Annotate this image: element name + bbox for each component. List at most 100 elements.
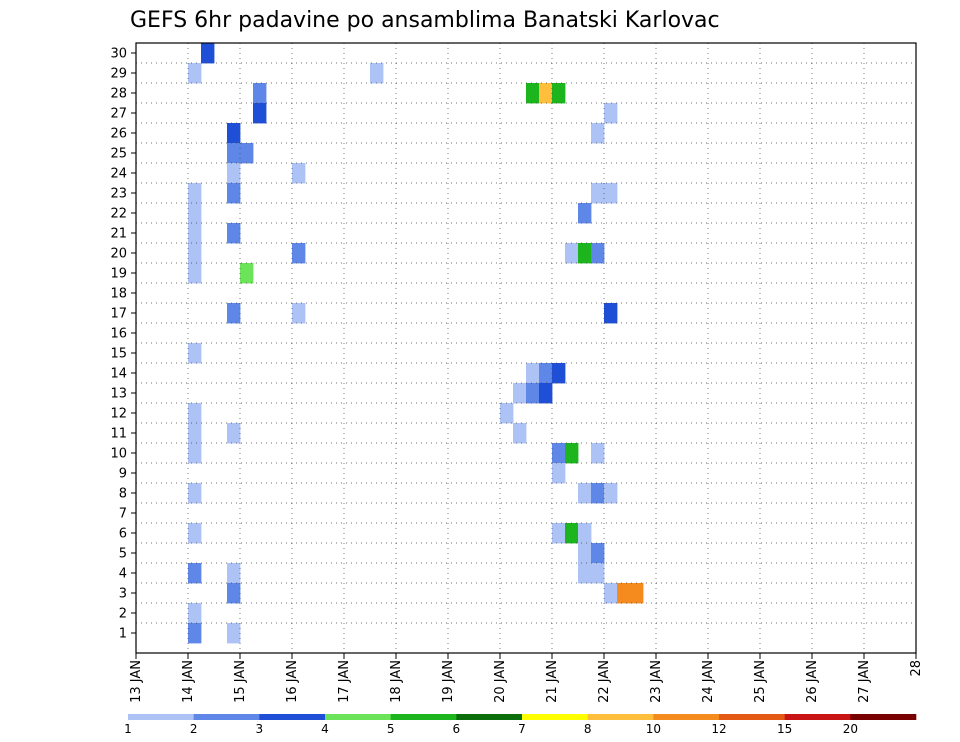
y-tick-label: 18 xyxy=(110,287,127,302)
x-axis: 13 JAN 14 JAN 15 JAN 16 JAN 17 JAN 18 JAN 19 J… xyxy=(129,653,924,703)
heatmap-cell xyxy=(227,563,241,584)
heatmap-cell xyxy=(513,383,527,404)
y-tick-label: 8 xyxy=(119,487,127,502)
heatmap-cell xyxy=(188,63,202,84)
heatmap-cell xyxy=(227,623,241,644)
heatmap-cell xyxy=(188,183,202,204)
legend-swatch xyxy=(456,714,523,720)
legend-label: 3 xyxy=(256,722,264,736)
heatmap-cell xyxy=(578,243,592,264)
x-tick-label: 18 JAN xyxy=(389,660,404,703)
y-tick-label: 29 xyxy=(110,67,127,82)
x-tick-label: 28 xyxy=(909,660,924,677)
heatmap-cell xyxy=(188,483,202,504)
legend-swatch xyxy=(784,714,851,720)
heatmap-cell xyxy=(513,423,527,444)
heatmap-cell xyxy=(188,563,202,584)
heatmap-cell xyxy=(604,183,618,204)
heatmap-cell xyxy=(552,83,566,104)
heatmap-cell xyxy=(370,63,384,84)
heatmap-cell xyxy=(526,83,540,104)
heatmap-cell xyxy=(552,363,566,384)
heatmap-cell xyxy=(591,183,605,204)
heatmap-cell xyxy=(591,243,605,264)
legend-swatch xyxy=(587,714,654,720)
legend-label: 8 xyxy=(584,722,592,736)
x-tick-label: 14 JAN xyxy=(181,660,196,703)
heatmap-cell xyxy=(227,123,241,144)
legend-label: 7 xyxy=(518,722,526,736)
heatmap-cell xyxy=(188,623,202,644)
y-tick-label: 28 xyxy=(110,87,127,102)
heatmap-cell xyxy=(500,403,514,424)
legend-swatch xyxy=(390,714,457,720)
heatmap-cell xyxy=(604,303,618,324)
y-tick-label: 24 xyxy=(110,167,127,182)
legend-label: 1 xyxy=(124,722,132,736)
legend-swatch xyxy=(193,714,260,720)
heatmap-cell xyxy=(591,543,605,564)
heatmap-cell xyxy=(227,423,241,444)
legend-swatch xyxy=(653,714,720,720)
y-tick-label: 15 xyxy=(110,347,127,362)
heatmap-cell xyxy=(604,483,618,504)
heatmap-cell xyxy=(578,523,592,544)
y-tick-label: 2 xyxy=(119,607,127,622)
y-tick-label: 12 xyxy=(110,407,127,422)
heatmap-cell xyxy=(630,583,644,604)
x-tick-label: 17 JAN xyxy=(337,660,352,703)
heatmap-cell xyxy=(552,443,566,464)
heatmap-cell xyxy=(591,483,605,504)
y-tick-label: 11 xyxy=(110,427,127,442)
legend-label: 6 xyxy=(453,722,461,736)
legend-label: 5 xyxy=(387,722,395,736)
x-tick-label: 16 JAN xyxy=(285,660,300,703)
heatmap-cell xyxy=(565,523,579,544)
heatmap-cell xyxy=(188,403,202,424)
color-legend: 1 2 3 4 5 6 7 8 10 12 15 20 xyxy=(124,714,917,736)
heatmap-cell xyxy=(240,263,254,284)
legend-swatch xyxy=(259,714,326,720)
legend-label: 10 xyxy=(646,722,661,736)
legend-swatch xyxy=(128,714,194,720)
heatmap-cells xyxy=(188,43,644,644)
y-tick-label: 30 xyxy=(110,47,127,62)
heatmap-cell xyxy=(227,143,241,164)
y-tick-label: 21 xyxy=(110,227,127,242)
heatmap-cell xyxy=(188,203,202,224)
y-tick-label: 27 xyxy=(110,107,127,122)
heatmap-cell xyxy=(591,123,605,144)
heatmap-cell xyxy=(565,443,579,464)
y-tick-label: 4 xyxy=(119,567,127,582)
x-tick-label: 15 JAN xyxy=(233,660,248,703)
heatmap-cell xyxy=(578,483,592,504)
heatmap-cell xyxy=(188,343,202,364)
y-tick-label: 5 xyxy=(119,547,127,562)
heatmap-cell xyxy=(539,83,553,104)
heatmap-cell xyxy=(240,143,254,164)
heatmap-cell xyxy=(565,243,579,264)
heatmap-cell xyxy=(292,243,306,264)
heatmap-cell xyxy=(227,183,241,204)
x-tick-label: 13 JAN xyxy=(129,660,144,703)
heatmap-cell xyxy=(292,303,306,324)
heatmap-cell xyxy=(526,363,540,384)
heatmap-cell xyxy=(591,443,605,464)
legend-label: 12 xyxy=(711,722,726,736)
y-tick-label: 1 xyxy=(119,627,127,642)
x-tick-label: 22 JAN xyxy=(597,660,612,703)
x-tick-label: 24 JAN xyxy=(701,660,716,703)
heatmap-cell xyxy=(188,603,202,624)
y-tick-label: 26 xyxy=(110,127,127,142)
heatmap-cell xyxy=(617,583,631,604)
legend-label: 20 xyxy=(843,722,858,736)
grid-lines xyxy=(136,42,916,653)
x-tick-label: 23 JAN xyxy=(649,660,664,703)
heatmap-cell xyxy=(188,523,202,544)
heatmap-cell xyxy=(227,583,241,604)
heatmap-cell xyxy=(578,563,592,584)
legend-label: 15 xyxy=(777,722,792,736)
legend-swatch xyxy=(850,714,917,720)
heatmap-cell xyxy=(552,463,566,484)
